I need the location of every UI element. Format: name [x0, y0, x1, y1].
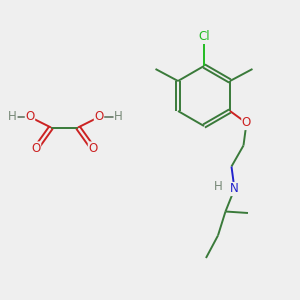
Text: N: N — [230, 182, 239, 196]
Text: H: H — [114, 110, 123, 124]
Text: Cl: Cl — [198, 29, 210, 43]
Text: H: H — [8, 110, 17, 124]
Text: O: O — [242, 116, 251, 130]
Text: O: O — [88, 142, 98, 155]
Text: O: O — [26, 110, 34, 124]
Text: H: H — [214, 179, 222, 193]
Text: O: O — [94, 110, 103, 124]
Text: O: O — [32, 142, 40, 155]
